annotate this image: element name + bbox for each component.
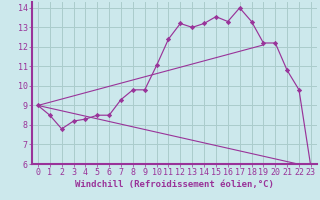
- X-axis label: Windchill (Refroidissement éolien,°C): Windchill (Refroidissement éolien,°C): [75, 180, 274, 189]
